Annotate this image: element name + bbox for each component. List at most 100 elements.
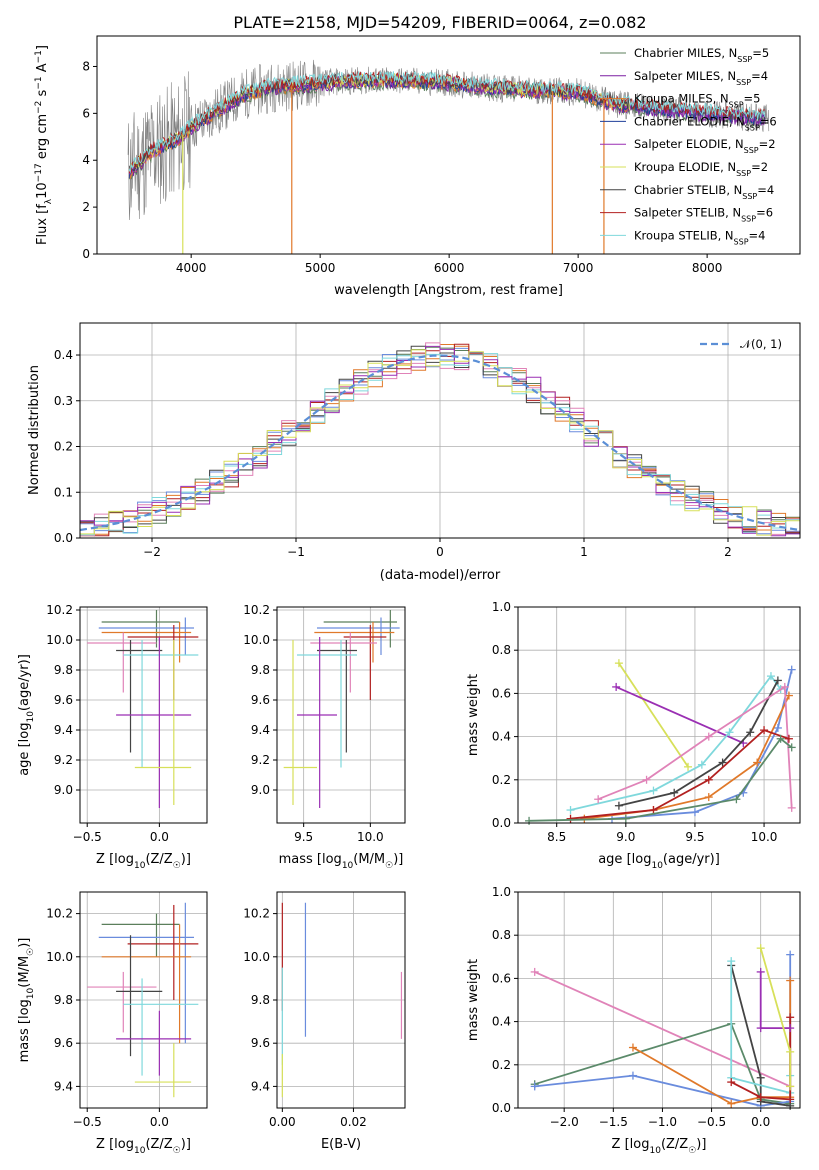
weight-age-xlabel-part: 10 xyxy=(651,861,663,871)
mass-z-ytick-label: 9.6 xyxy=(54,1036,73,1050)
spectrum-xtick-label: 7000 xyxy=(563,261,594,275)
weight-age-ytick-label: 1.0 xyxy=(492,600,511,614)
age-z-ytick-label: 10.2 xyxy=(46,603,73,617)
age-mass-ytick-label: 9.2 xyxy=(251,753,270,767)
age-z-ytick-label: 9.4 xyxy=(54,723,73,737)
legend-entry-suffix: =2 xyxy=(759,137,776,151)
spectrum-ytick-label: 8 xyxy=(82,59,90,73)
histogram-xtick-label: 2 xyxy=(724,545,732,559)
age-z-xlabel-part: ( xyxy=(145,852,150,867)
mass-z-ylabel-part: (M/M xyxy=(17,956,32,988)
weight-z-ylabel: mass weight xyxy=(466,959,481,1041)
legend-entry: Kroupa MILES, NSSP=5 xyxy=(634,92,760,110)
mass-z-ylabel-part: )] xyxy=(17,938,32,948)
mass-z-ytick-label: 10.0 xyxy=(46,950,73,964)
spectrum-ylabel-part: −17 xyxy=(34,163,44,182)
age-mass-xtick-label: 10.0 xyxy=(357,830,384,844)
age-mass-xlabel-part: mass [log xyxy=(279,852,342,867)
legend-entry-suffix: =5 xyxy=(752,46,769,60)
spectrum-ylabel-part: ] xyxy=(35,45,50,50)
weight-z-ytick-label: 0.4 xyxy=(492,1015,511,1029)
age-mass-xtick-label: 9.5 xyxy=(294,830,313,844)
age-z-xlabel: Z [log10(Z/Z☉)] xyxy=(96,852,191,871)
spectrum-ylabel: Flux [fλ10−17 erg cm−2 s−1 A−1] xyxy=(34,45,54,245)
age-z-panel: −0.5 0.09.09.29.49.69.810.010.2Z [log10(Z… xyxy=(17,603,208,871)
weight-z-xtick-label: −2.0 xyxy=(550,1115,579,1129)
mass-z-xlabel-part: Z/Z xyxy=(151,1137,173,1152)
histogram-steps xyxy=(80,342,800,537)
legend-entry-label: Chabrier ELODIE, N xyxy=(634,114,745,128)
age-mass-ytick-label: 9.6 xyxy=(251,693,270,707)
age-mass-xlabel-part: ☉ xyxy=(385,861,393,871)
weight-age-panel: 8.5 9.0 9.5 10.0 0.0 0.2 0.4 0.6 0.8 1.0 age [log1… xyxy=(466,600,801,871)
age-z-xlabel-part: )] xyxy=(181,852,191,867)
legend-entry-sub: SSP xyxy=(741,214,756,223)
age-mass-xlabel-part: 10 xyxy=(342,861,354,871)
mass-ebv-xtick-label: 0.00 xyxy=(269,1115,296,1129)
age-z-xlabel-part: Z/Z xyxy=(151,852,173,867)
mass-z-ylabel-part: mass [log xyxy=(17,999,32,1062)
mass-z-ylabel-part: ☉ xyxy=(26,948,36,956)
mass-ebv-ytick-label: 9.4 xyxy=(251,1079,270,1093)
age-z-frame xyxy=(79,606,208,824)
age-z-ytick-label: 10.0 xyxy=(46,633,73,647)
histogram-xtick-label: 1 xyxy=(580,545,588,559)
legend-entry-suffix: =2 xyxy=(751,160,768,174)
weight-z-series-line xyxy=(730,965,791,1107)
histogram-ytick-label: 0.4 xyxy=(54,348,73,362)
spectrum-ylabel-part: −1 xyxy=(34,76,44,89)
weight-age-xlabel-part: (age/yr)] xyxy=(663,852,720,867)
spectrum-panel: 4000 5000 6000 7000 8000 0 2 4 6 8 wavelength [Ang… xyxy=(34,35,801,298)
weight-age-xlabel: age [log10(age/yr)] xyxy=(598,852,720,871)
histogram-ylabel: Normed distribution xyxy=(27,365,42,495)
spectrum-ylabel-part: s xyxy=(35,89,50,100)
mass-z-ytick-label: 9.4 xyxy=(54,1079,73,1093)
legend-entry-sub: SSP xyxy=(744,146,759,155)
spectrum-ytick-label: 0 xyxy=(82,247,90,261)
histogram-xtick-label: −2 xyxy=(143,545,161,559)
legend-entry: Chabrier STELIB, NSSP=4 xyxy=(634,183,774,201)
weight-z-xlabel-part: ( xyxy=(661,1137,666,1152)
mass-z-xlabel-part: 10 xyxy=(134,1146,146,1156)
legend-entry-suffix: =6 xyxy=(756,206,773,220)
mass-z-ytick-label: 9.8 xyxy=(54,993,73,1007)
weight-age-ytick-label: 0.2 xyxy=(492,773,511,787)
age-mass-ytick-label: 10.0 xyxy=(243,633,270,647)
mass-ebv-ytick-label: 10.0 xyxy=(243,950,270,964)
spectrum-ylabel-part: 10 xyxy=(35,182,50,199)
weight-age-xlabel-part: age [log xyxy=(598,852,651,867)
histogram-xtick-label: −1 xyxy=(287,545,305,559)
mass-ebv-frame xyxy=(276,891,406,1109)
histogram-ytick-label: 0.3 xyxy=(54,394,73,408)
age-z-ytick-label: 9.6 xyxy=(54,693,73,707)
weight-age-xtick-label: 10.0 xyxy=(751,830,778,844)
legend-entry-label: Kroupa STELIB, N xyxy=(634,228,734,242)
weight-age-ytick-label: 0.0 xyxy=(492,816,511,830)
age-mass-ytick-label: 9.0 xyxy=(251,783,270,797)
mass-ebv-xtick-label: 0.02 xyxy=(340,1115,367,1129)
weight-age-series-line xyxy=(570,674,782,811)
spectrum-ytick-label: 2 xyxy=(82,200,90,214)
mass-z-ylabel-part: 10 xyxy=(26,987,36,999)
weight-z-xlabel: Z [log10(Z/Z☉)] xyxy=(612,1137,707,1156)
weight-age-ytick-label: 0.6 xyxy=(492,686,511,700)
age-mass-xlabel-part: (M/M xyxy=(353,852,385,867)
weight-z-ytick-label: 0.2 xyxy=(492,1058,511,1072)
mass-ebv-xlabel-part: E(B-V) xyxy=(321,1137,361,1152)
weight-age-ylabel: mass weight xyxy=(466,674,481,756)
mass-ebv-xlabel: E(B-V) xyxy=(321,1137,361,1152)
age-mass-xlabel: mass [log10(M/M☉)] xyxy=(279,852,404,871)
histogram-ytick-label: 0.1 xyxy=(54,485,73,499)
spectrum-ylabel-part: λ xyxy=(44,198,54,204)
legend-entry: Kroupa STELIB, NSSP=4 xyxy=(634,228,765,246)
age-mass-ytick-label: 9.8 xyxy=(251,663,270,677)
age-z-xlabel-part: Z [log xyxy=(96,852,134,867)
legend-entry-suffix: =4 xyxy=(749,228,766,242)
age-z-xlabel-part: ☉ xyxy=(173,861,181,871)
age-z-ylabel: age [log10(age/yr)] xyxy=(17,654,36,776)
legend-entry: Salpeter ELODIE, NSSP=2 xyxy=(634,137,776,155)
histogram-frame xyxy=(79,322,801,539)
